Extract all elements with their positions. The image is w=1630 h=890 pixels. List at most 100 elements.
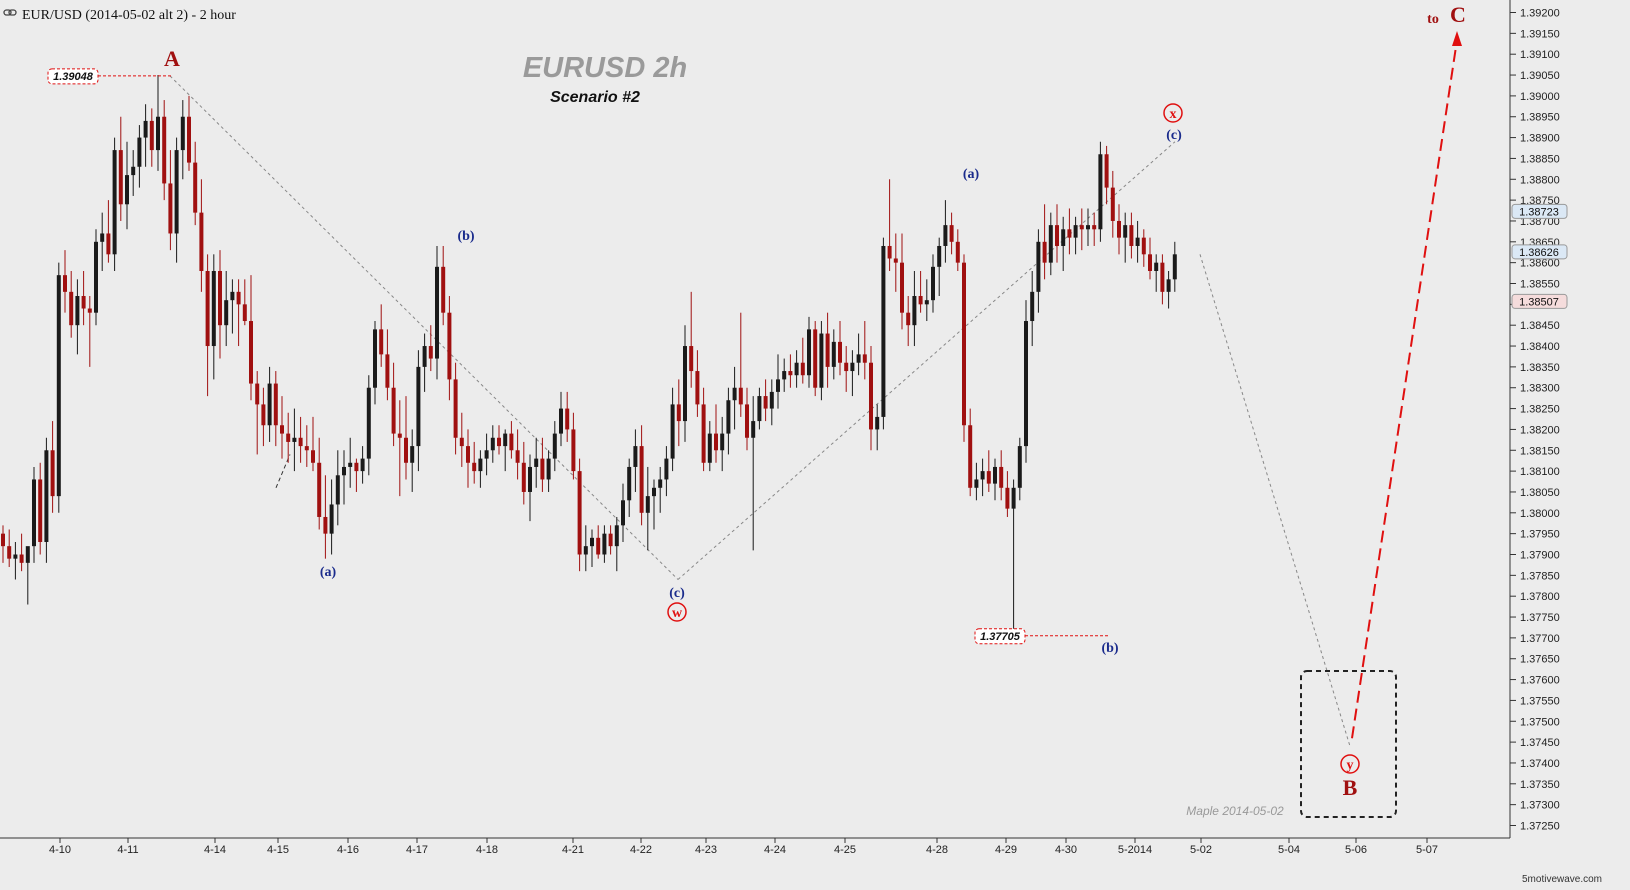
candle-body xyxy=(819,333,824,388)
price-tag[interactable]: 1.38507 xyxy=(1511,293,1568,309)
chain-link-icon[interactable] xyxy=(3,9,17,16)
candle xyxy=(94,229,98,326)
candle-body xyxy=(94,241,98,313)
candle xyxy=(745,387,749,451)
wave-label-B: B xyxy=(1343,775,1358,800)
candle-body xyxy=(87,308,92,313)
candle xyxy=(800,337,805,384)
date-tick-label: 5-2014 xyxy=(1118,844,1152,856)
candle xyxy=(466,429,470,488)
candle-body xyxy=(621,500,625,526)
candle xyxy=(149,108,154,167)
candle xyxy=(732,366,737,430)
candle-body xyxy=(875,416,880,430)
date-axis[interactable]: 4-10 4-11 4-14 4-15 4-16 4-17 4-18 4-21 4-22 4-23… xyxy=(0,837,1630,890)
candle-body xyxy=(100,233,105,242)
candle xyxy=(559,391,563,447)
candle xyxy=(323,475,328,559)
candle-body xyxy=(174,150,179,234)
chart-title: EURUSD 2h xyxy=(523,52,687,84)
projection-arrowhead xyxy=(1452,31,1462,46)
price-tick-label: 1.38000 xyxy=(1520,508,1560,520)
date-tick-label: 4-21 xyxy=(562,844,584,856)
candle xyxy=(87,296,92,367)
candle xyxy=(416,350,421,472)
candle-body xyxy=(143,120,148,138)
wave-label-c-second: (c) xyxy=(1166,128,1182,143)
price-tick-label: 1.38050 xyxy=(1520,487,1560,499)
candle-body xyxy=(571,429,576,472)
candle-body xyxy=(230,291,235,301)
candle-body xyxy=(19,554,24,563)
candle xyxy=(906,296,911,347)
wave-label-w-circle xyxy=(667,602,687,622)
candle-body xyxy=(56,275,61,497)
candle-body xyxy=(478,458,483,472)
candle xyxy=(1141,229,1146,267)
price-tick-label: 1.38300 xyxy=(1520,383,1560,395)
price-tick-label: 1.37950 xyxy=(1520,529,1560,541)
price-tick-label: 1.37800 xyxy=(1520,591,1560,603)
candle-body xyxy=(329,504,334,534)
date-tick-label: 4-30 xyxy=(1055,844,1077,856)
candle xyxy=(1135,220,1140,263)
candle-body xyxy=(199,212,204,271)
candle-body xyxy=(112,150,117,255)
candle xyxy=(670,387,675,472)
candle xyxy=(379,304,384,367)
candle xyxy=(763,379,768,422)
candle-body xyxy=(162,116,167,184)
candle-body xyxy=(193,162,198,213)
candle xyxy=(69,270,74,338)
candle xyxy=(1042,204,1047,280)
price-axis-background xyxy=(1510,0,1630,890)
candle-body xyxy=(459,437,464,447)
candle-body xyxy=(1160,262,1165,292)
candle-body xyxy=(335,475,340,505)
price-tag-box xyxy=(1511,293,1568,309)
price-tick-label: 1.37900 xyxy=(1520,549,1560,561)
price-tag-label: 1.38626 xyxy=(1519,247,1559,259)
price-tag[interactable]: 1.38626 xyxy=(1511,244,1568,260)
candle-body xyxy=(81,296,86,309)
candle xyxy=(1,525,5,563)
candle xyxy=(850,350,855,397)
candle xyxy=(887,179,892,271)
candle xyxy=(81,270,86,326)
price-tag[interactable]: 1.38723 xyxy=(1511,203,1568,219)
date-axis-background xyxy=(0,838,1630,890)
candle-body xyxy=(1098,154,1103,230)
price-tick-label: 1.38350 xyxy=(1520,362,1560,374)
candle xyxy=(441,245,446,326)
candle-body xyxy=(187,116,191,163)
projection-line xyxy=(1351,39,1458,739)
date-tick-label: 4-16 xyxy=(337,844,359,856)
date-tick-label: 4-22 xyxy=(630,844,652,856)
candle-body xyxy=(924,300,929,305)
candle-body xyxy=(968,425,973,488)
candle-body xyxy=(639,446,644,513)
candle xyxy=(44,437,49,563)
price-tick-label: 1.38100 xyxy=(1520,466,1560,478)
candle-body xyxy=(466,446,470,463)
candle xyxy=(385,329,390,401)
candle-body xyxy=(751,421,756,438)
candle xyxy=(1017,437,1022,501)
date-tick-label: 4-23 xyxy=(695,844,717,856)
candle-body xyxy=(1110,187,1115,221)
candle-body xyxy=(745,404,749,438)
candle xyxy=(156,75,160,171)
candle-body xyxy=(298,437,303,447)
candle-body xyxy=(794,362,799,376)
candle-body xyxy=(962,262,966,426)
candle-body xyxy=(844,362,849,372)
candle xyxy=(664,446,669,497)
price-box-high: 1.39048 xyxy=(47,68,172,85)
price-axis[interactable]: 1.39200 1.39150 1.39100 1.39050 1.39000 1.389… xyxy=(1509,0,1630,890)
candle-body xyxy=(317,462,322,517)
candle-body xyxy=(373,329,377,388)
price-tick-label: 1.39200 xyxy=(1520,8,1560,20)
candle-body xyxy=(1154,262,1159,271)
